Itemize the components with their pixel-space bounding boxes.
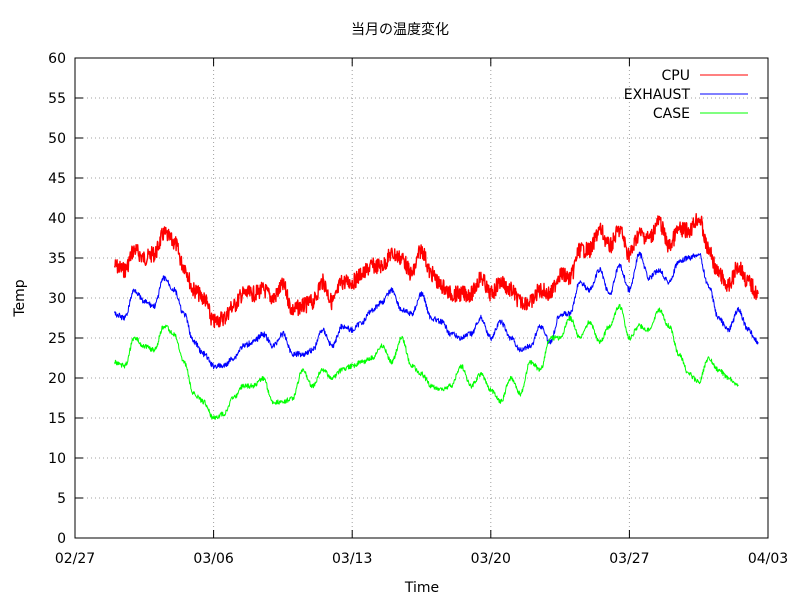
legend: CPU EXHAUST CASE	[624, 68, 748, 122]
series-lines	[113, 213, 759, 420]
x-tick-label: 03/20	[471, 551, 511, 567]
y-tick-label: 25	[48, 331, 66, 347]
x-tick-label: 02/27	[55, 551, 95, 567]
y-axis: 0 5 10 15 20 25 30 35 40 45 50 55 60	[48, 51, 768, 547]
y-tick-label: 55	[48, 91, 66, 107]
y-tick-label: 5	[57, 491, 66, 507]
legend-label: CASE	[653, 106, 690, 122]
chart-title: 当月の温度変化	[351, 22, 449, 38]
series-line-exhaust	[114, 251, 759, 370]
legend-label: EXHAUST	[624, 87, 691, 103]
y-tick-label: 60	[48, 51, 66, 67]
y-tick-label: 15	[48, 411, 66, 427]
y-tick-label: 30	[48, 291, 66, 307]
y-tick-label: 40	[48, 211, 66, 227]
x-tick-label: 03/13	[332, 551, 372, 567]
legend-label: CPU	[662, 68, 690, 84]
y-tick-label: 50	[48, 131, 66, 147]
y-axis-label: Temp	[12, 279, 28, 317]
grid-lines	[75, 58, 768, 538]
y-tick-label: 35	[48, 251, 66, 267]
y-tick-label: 20	[48, 371, 66, 387]
x-axis: 02/27 03/06 03/13 03/20 03/27 04/03	[55, 58, 788, 567]
x-tick-label: 03/27	[609, 551, 649, 567]
y-tick-label: 45	[48, 171, 66, 187]
plot-frame	[74, 57, 769, 539]
x-tick-label: 03/06	[193, 551, 233, 567]
series-line-case	[114, 303, 739, 420]
x-tick-label: 04/03	[748, 551, 788, 567]
y-tick-label: 0	[57, 531, 66, 547]
y-tick-label: 10	[48, 451, 66, 467]
x-axis-label: Time	[404, 580, 439, 596]
series-line-cpu	[113, 213, 759, 329]
